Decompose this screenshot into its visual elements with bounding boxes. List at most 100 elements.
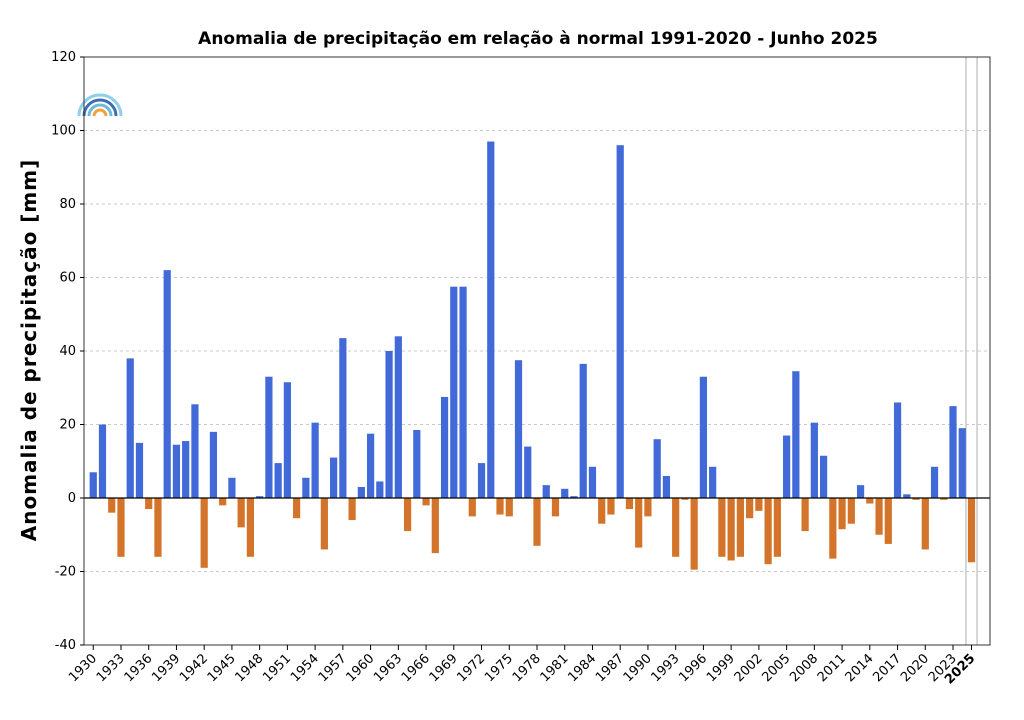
bar-1993 [672,498,680,557]
bar-2025 [967,498,976,563]
bar-1955 [320,498,328,550]
bar-1953 [302,477,310,498]
bar-1961 [376,481,384,498]
y-tick-label: 20 [59,418,76,433]
bar-1990 [644,498,652,517]
bar-1997 [709,466,717,498]
x-tick-label: 1936 [122,651,156,685]
bar-1978 [533,498,541,546]
x-tick-label: 1990 [621,651,655,685]
bar-1994 [681,498,689,500]
x-tick-label: 2002 [732,651,766,685]
bar-2020 [921,498,929,550]
x-tick-label: 2008 [787,651,821,685]
bar-1967 [431,498,439,554]
x-tick-label: 1963 [371,651,405,685]
x-tick-label: 1972 [454,651,488,685]
bar-2017 [893,402,902,498]
x-tick-label: 1933 [94,651,128,685]
x-tick-label: 1981 [538,651,572,685]
bar-1958 [348,498,356,521]
bar-1949 [265,376,273,498]
bar-1960 [366,433,375,498]
y-tick-label: 120 [51,50,76,65]
bar-1963 [394,336,402,498]
highlight-lines [965,57,978,645]
bar-2008 [810,422,818,498]
bar-1966 [422,498,430,506]
bar-2009 [819,455,828,498]
bar-1950 [274,463,282,498]
bar-1971 [468,498,476,517]
bar-1965 [413,430,421,498]
x-tick-label: 1987 [593,651,627,685]
bar-1996 [699,376,708,498]
bar-2024 [958,428,966,498]
bar-1975 [505,498,513,517]
x-tick-label: 2017 [870,651,904,685]
bar-1947 [246,498,255,557]
bar-1930 [89,472,97,498]
bar-1984 [588,466,597,498]
bar-2015 [875,498,883,535]
bar-1939 [172,444,181,498]
bar-1974 [496,498,504,515]
bar-1945 [228,477,236,498]
x-tick-label: 1930 [66,651,100,685]
bar-2014 [866,498,874,504]
bar-1979 [542,485,550,498]
x-tick-label: 1966 [399,651,433,685]
y-tick-label: 80 [59,197,76,212]
y-axis: -40 -20 0 20 40 60 80 100 120 [51,50,84,653]
y-tick-label: -20 [55,565,76,580]
bar-1964 [403,498,412,532]
bar-2000 [736,498,744,557]
bar-2018 [903,494,911,498]
bar-1987 [616,145,624,498]
chart-title: Anomalia de precipitação em relação à no… [198,29,878,49]
bar-2012 [847,498,855,524]
bar-1943 [209,431,218,498]
bar-1938 [163,270,171,498]
bar-2006 [792,371,800,498]
x-tick-label: 1969 [427,651,461,685]
bar-1957 [339,338,347,498]
bar-1986 [607,498,615,515]
bar-1989 [635,498,643,548]
x-tick-label: 1978 [510,651,544,685]
x-tick-label: 2020 [898,651,932,685]
bar-1969 [450,286,458,498]
x-tick-label: 1996 [676,651,710,685]
bar-1941 [191,404,199,498]
bar-1985 [598,498,606,524]
bar-1935 [135,442,144,499]
x-tick-label: 1942 [177,651,211,685]
bar-1954 [311,422,319,498]
bar-2004 [773,498,781,557]
bar-1991 [653,439,661,498]
bar-2023 [949,406,957,499]
y-tick-label: 0 [68,491,76,506]
bar-2003 [764,498,772,565]
x-tick-label: 1960 [343,651,377,685]
bar-1977 [524,446,532,498]
y-tick-label: 40 [59,344,76,359]
bar-2002 [755,498,763,511]
x-tick-label: 1975 [482,651,516,685]
grid [84,130,990,572]
bar-1932 [108,498,116,513]
bar-1942 [200,498,208,568]
bars [89,141,976,570]
bar-1937 [154,498,162,557]
bar-1998 [718,498,726,557]
bar-1976 [514,360,523,498]
bar-1934 [126,358,134,498]
bar-1982 [570,496,578,498]
x-tick-label: 1999 [704,651,738,685]
x-tick-label: 1951 [260,651,294,685]
x-tick-label: 1945 [205,651,239,685]
x-tick-label: 1957 [316,651,350,685]
bar-1995 [690,498,698,570]
bar-1980 [551,498,560,517]
